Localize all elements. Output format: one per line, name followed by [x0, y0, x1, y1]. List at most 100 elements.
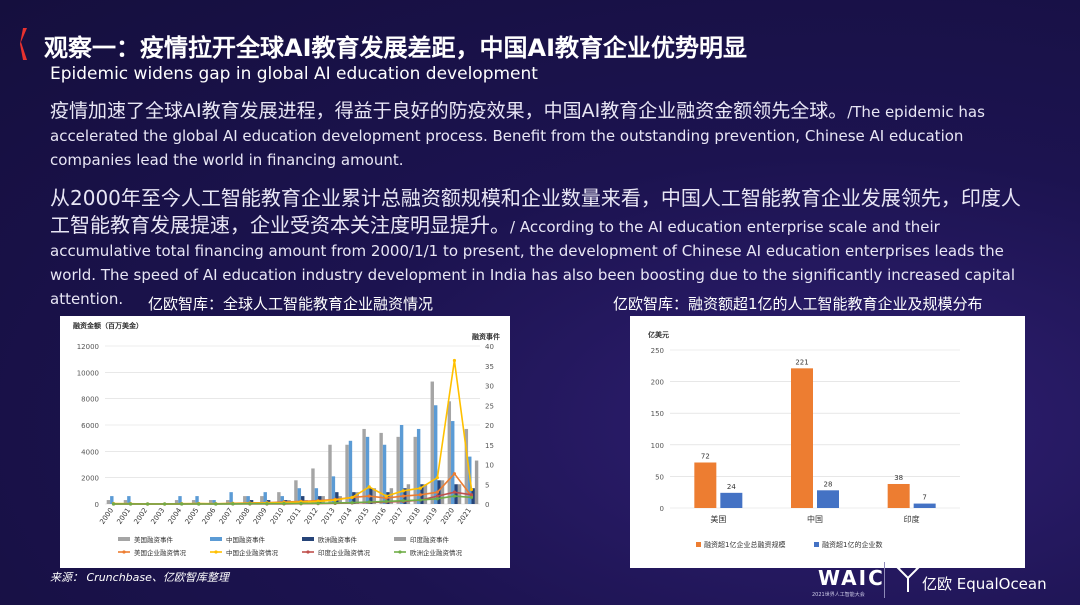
chart-2-bar [720, 492, 743, 508]
chart-1-bar [389, 488, 394, 504]
chart-1-y2tick-label: 30 [485, 383, 494, 391]
chart-1-bar [106, 500, 111, 504]
chart-1-point [197, 502, 201, 506]
chart-1-bar [249, 500, 254, 504]
chart-1-ytick-label: 0 [95, 501, 99, 509]
chart-1-legend-label: 美国融资事件 [134, 535, 174, 544]
chart-1-legend-swatch [118, 537, 130, 541]
chart-1-bar [280, 496, 284, 504]
chart-2-data-label: 28 [824, 480, 833, 488]
chart-1-point [452, 472, 457, 476]
equalocean-logo-text: 亿欧 EqualOcean [922, 575, 1047, 593]
chart-1-bar [345, 444, 349, 504]
chart-1-point [128, 502, 133, 506]
chart-1-point [401, 499, 405, 503]
chart-1-line [113, 495, 472, 505]
chart-1-ytick-label: 2000 [81, 475, 99, 483]
paragraph-1: 疫情加速了全球AI教育发展进程，得益于良好的防疫效果，中国AI教育企业融资金额领… [50, 100, 1040, 172]
chart-1-legend-label: 欧洲融资事件 [318, 535, 358, 544]
chart-1-xtick-label: 2000 [98, 507, 115, 526]
chart-1-point [418, 493, 422, 497]
chart-1-y2tick-label: 35 [485, 363, 494, 371]
chart-1-bar [433, 405, 438, 504]
chart-1-point [265, 502, 269, 506]
chart-1-bar [311, 468, 315, 504]
chart-1-legend-label: 中国企业融资情况 [226, 548, 279, 557]
chart-1-svg: 融资金额（百万美金）融资事件02000400060008000100001200… [73, 321, 500, 557]
chart-1-point [146, 502, 150, 506]
chart-1-bar [447, 401, 452, 504]
chart-1-bar [399, 425, 404, 504]
chart-1-bar [430, 381, 434, 504]
chart-2-ytick-label: 100 [651, 442, 664, 450]
chart-1-bar [260, 496, 264, 504]
chart-1-xtick-label: 2016 [371, 506, 388, 526]
chart-1-point [111, 502, 116, 506]
chart-1-bar [263, 492, 267, 504]
chart-1-bar [110, 496, 114, 504]
logo-divider [884, 562, 885, 598]
chart-1-point [350, 501, 354, 505]
chart-1-legend-swatch [122, 550, 126, 554]
chart-2-bar [694, 462, 717, 508]
chart-1-bar [178, 496, 182, 504]
paragraph-1-zh: 疫情加速了全球AI教育发展进程，得益于良好的防疫效果，中国AI教育企业融资金额领… [50, 100, 848, 122]
chart-1-y2tick-label: 0 [485, 501, 489, 509]
chart-1-point [316, 501, 320, 505]
chart-1-bar [331, 476, 336, 504]
chart-1-bar [195, 496, 199, 504]
chart-1-legend-label: 中国融资事件 [226, 535, 266, 544]
chart-1-point [435, 476, 439, 480]
paragraph-2: 从2000年至今人工智能教育企业累计总融资额规模和企业数量来看，中国人工智能教育… [50, 185, 1040, 311]
chart-2-bar [913, 503, 936, 508]
chart-1-xtick-label: 2017 [388, 507, 405, 526]
chart-1-y2tick-label: 5 [485, 481, 489, 489]
chart-1-y2tick-label: 15 [485, 442, 494, 450]
chart-1-xtick-label: 2002 [132, 507, 149, 526]
chart-1-bar [226, 500, 230, 504]
chart-1-xtick-label: 2010 [269, 507, 286, 526]
chart-1-point [452, 358, 457, 363]
chart-1-bar [379, 432, 383, 504]
chart-1-y2tick-label: 25 [485, 402, 494, 410]
chart-1-point [401, 489, 405, 493]
chart-1-legend-swatch [210, 537, 222, 541]
chart-1-xtick-label: 2014 [337, 506, 354, 526]
chart-1-ytick-label: 10000 [77, 369, 99, 377]
chart-1-xtick-label: 2021 [456, 507, 473, 526]
chart-1-bar [437, 480, 441, 504]
chart-1-point [384, 494, 388, 498]
chart-1-xtick-label: 2001 [115, 507, 132, 526]
chart-1-point [231, 502, 235, 506]
chart-1-xtick-label: 2007 [218, 507, 235, 526]
chart-1-bar [457, 484, 462, 504]
page-title: 观察一：疫情拉开全球AI教育发展差距，中国AI教育企业优势明显 [44, 34, 748, 62]
chart-1-xtick-label: 2009 [252, 507, 269, 526]
chart-1-xtick-label: 2018 [405, 507, 422, 526]
chart-1-bar [297, 488, 302, 504]
chart-1-title: 亿欧智库：全球人工智能教育企业融资情况 [148, 295, 434, 313]
waic-logo-text: WAIC [818, 566, 885, 590]
chart-2-legend-swatch [814, 542, 819, 547]
chart-1-legend-label: 欧洲企业融资情况 [410, 548, 463, 557]
chart-1-xtick-label: 2003 [150, 507, 167, 526]
chart-1-bar [335, 492, 339, 504]
chart-1-point [367, 500, 371, 504]
chart-2-data-label: 38 [894, 474, 903, 482]
chart-1-bar [314, 488, 319, 504]
chart-1-point [384, 499, 388, 503]
chart-1-y2tick-label: 20 [485, 422, 494, 430]
chart-2-data-label: 221 [795, 358, 808, 366]
chart-2-ytick-label: 250 [651, 347, 664, 355]
chart-1-bar [127, 496, 131, 504]
chart-1-xtick-label: 2008 [235, 507, 252, 526]
chart-1-bar [301, 496, 305, 504]
chart-2-legend-label: 融资超1亿的企业数 [822, 540, 882, 549]
chart-2-title: 亿欧智库：融资额超1亿的人工智能教育企业及规模分布 [613, 295, 983, 313]
chart-1-point [418, 498, 422, 502]
chart-1-bar [396, 436, 400, 504]
paragraph-1-en: /The epidemic has accelerated the global… [50, 103, 985, 169]
chart-1-bar [471, 488, 475, 504]
chart-1-xtick-label: 2020 [439, 507, 456, 526]
chart-1-bar [355, 492, 359, 504]
